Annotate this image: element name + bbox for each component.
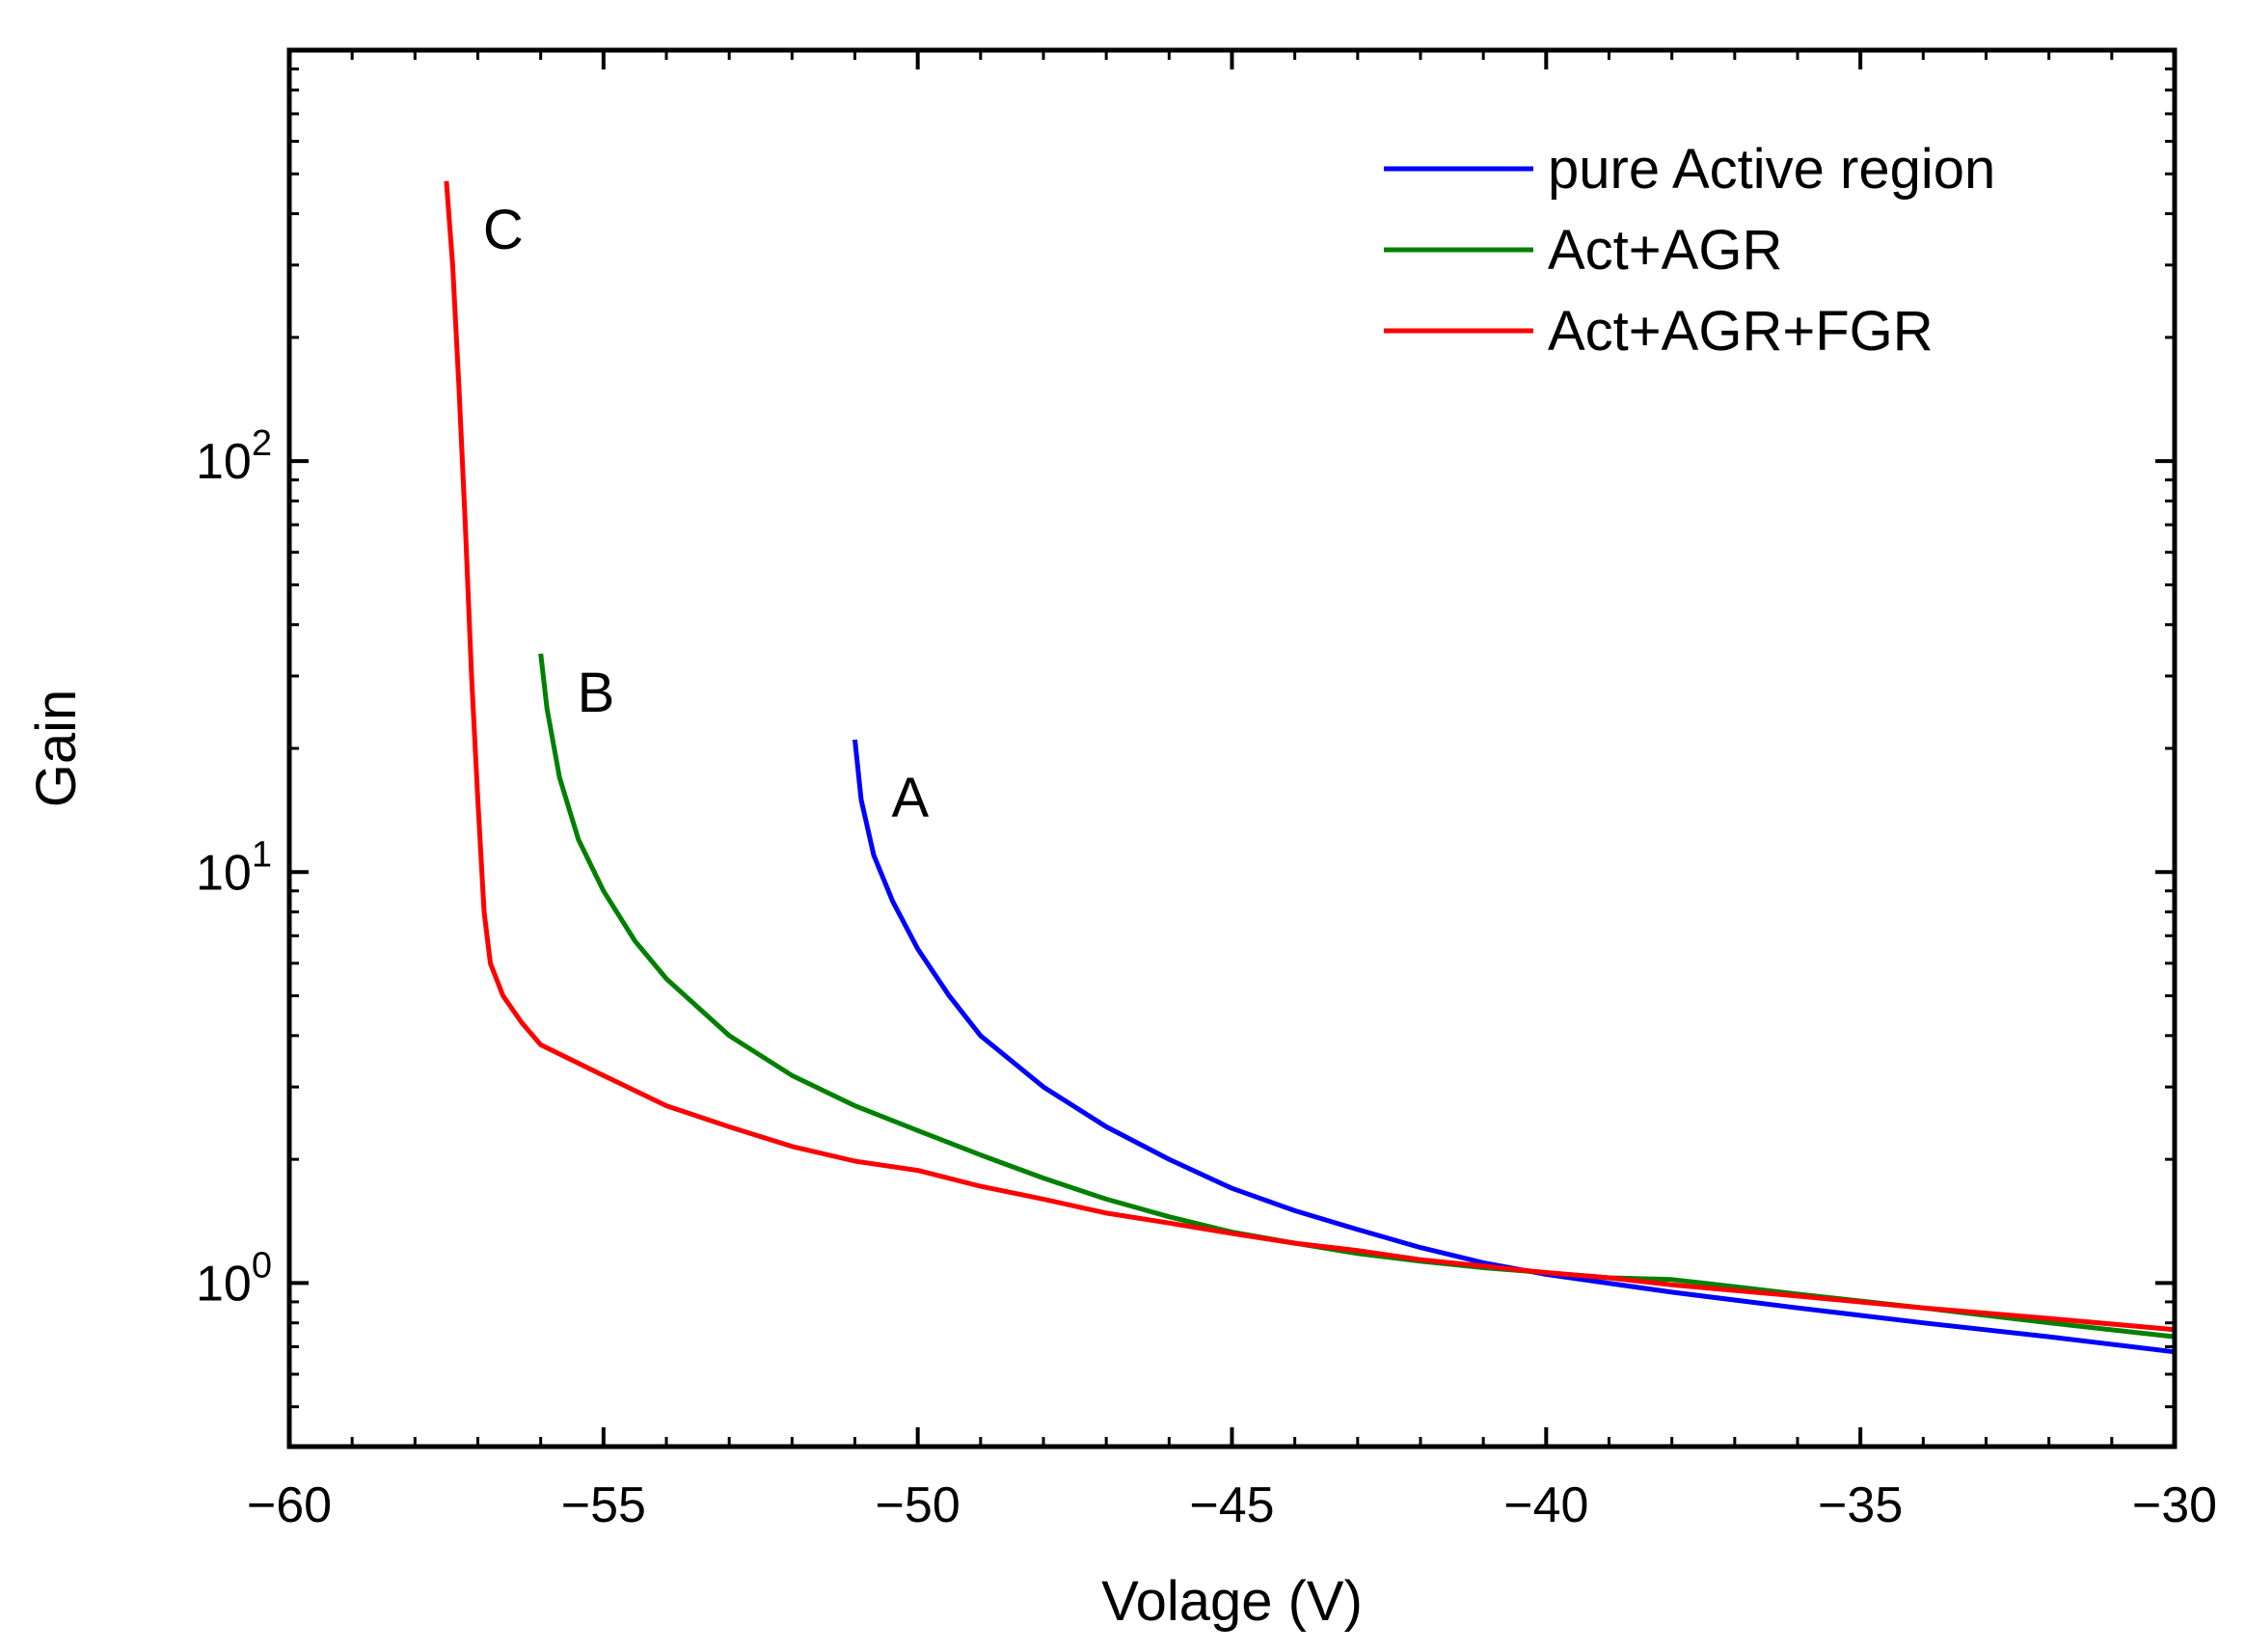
x-tick-label: −55 (561, 1477, 646, 1533)
series-layer (444, 180, 2176, 1355)
legend: pure Active region Act+AGR Act+AGR+FGR (1384, 138, 1995, 363)
x-tick-label: −30 (2132, 1477, 2217, 1533)
x-tick-label: −40 (1503, 1477, 1588, 1533)
ticks-layer (287, 50, 2177, 1447)
y-tick-label: 101 (196, 834, 272, 901)
legend-entry: Act+AGR (1548, 219, 1782, 282)
y-tick-label: 100 (196, 1245, 272, 1312)
curve-label: C (483, 199, 524, 261)
y-axis-title: Gain (25, 690, 88, 808)
legend-entry: pure Active region (1548, 138, 1995, 201)
x-axis-title: Volage (V) (1101, 1570, 1363, 1633)
x-tick-label: −45 (1189, 1477, 1274, 1533)
series-line (538, 653, 2176, 1340)
series-line (852, 739, 2176, 1355)
x-tick-label: −60 (247, 1477, 332, 1533)
labels-layer: −60 −55 −50 −45 −40 −35 −30 100 101 102 A B C (196, 199, 2217, 1533)
x-tick-label: −35 (1818, 1477, 1903, 1533)
y-tick-label: 102 (196, 423, 272, 490)
curve-label: B (578, 662, 615, 724)
legend-entry: Act+AGR+FGR (1548, 300, 1934, 363)
plot-frame (286, 47, 2177, 1449)
series-line (444, 180, 2176, 1333)
curve-label: A (892, 767, 930, 829)
x-tick-label: −50 (876, 1477, 960, 1533)
